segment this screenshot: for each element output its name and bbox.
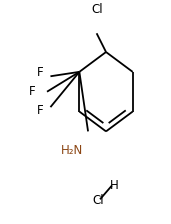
Text: F: F (37, 104, 44, 117)
Text: H₂N: H₂N (61, 144, 83, 157)
Text: H: H (110, 179, 119, 192)
Text: F: F (29, 85, 36, 98)
Text: Cl: Cl (92, 3, 103, 16)
Text: F: F (37, 67, 44, 80)
Text: Cl: Cl (93, 194, 104, 207)
